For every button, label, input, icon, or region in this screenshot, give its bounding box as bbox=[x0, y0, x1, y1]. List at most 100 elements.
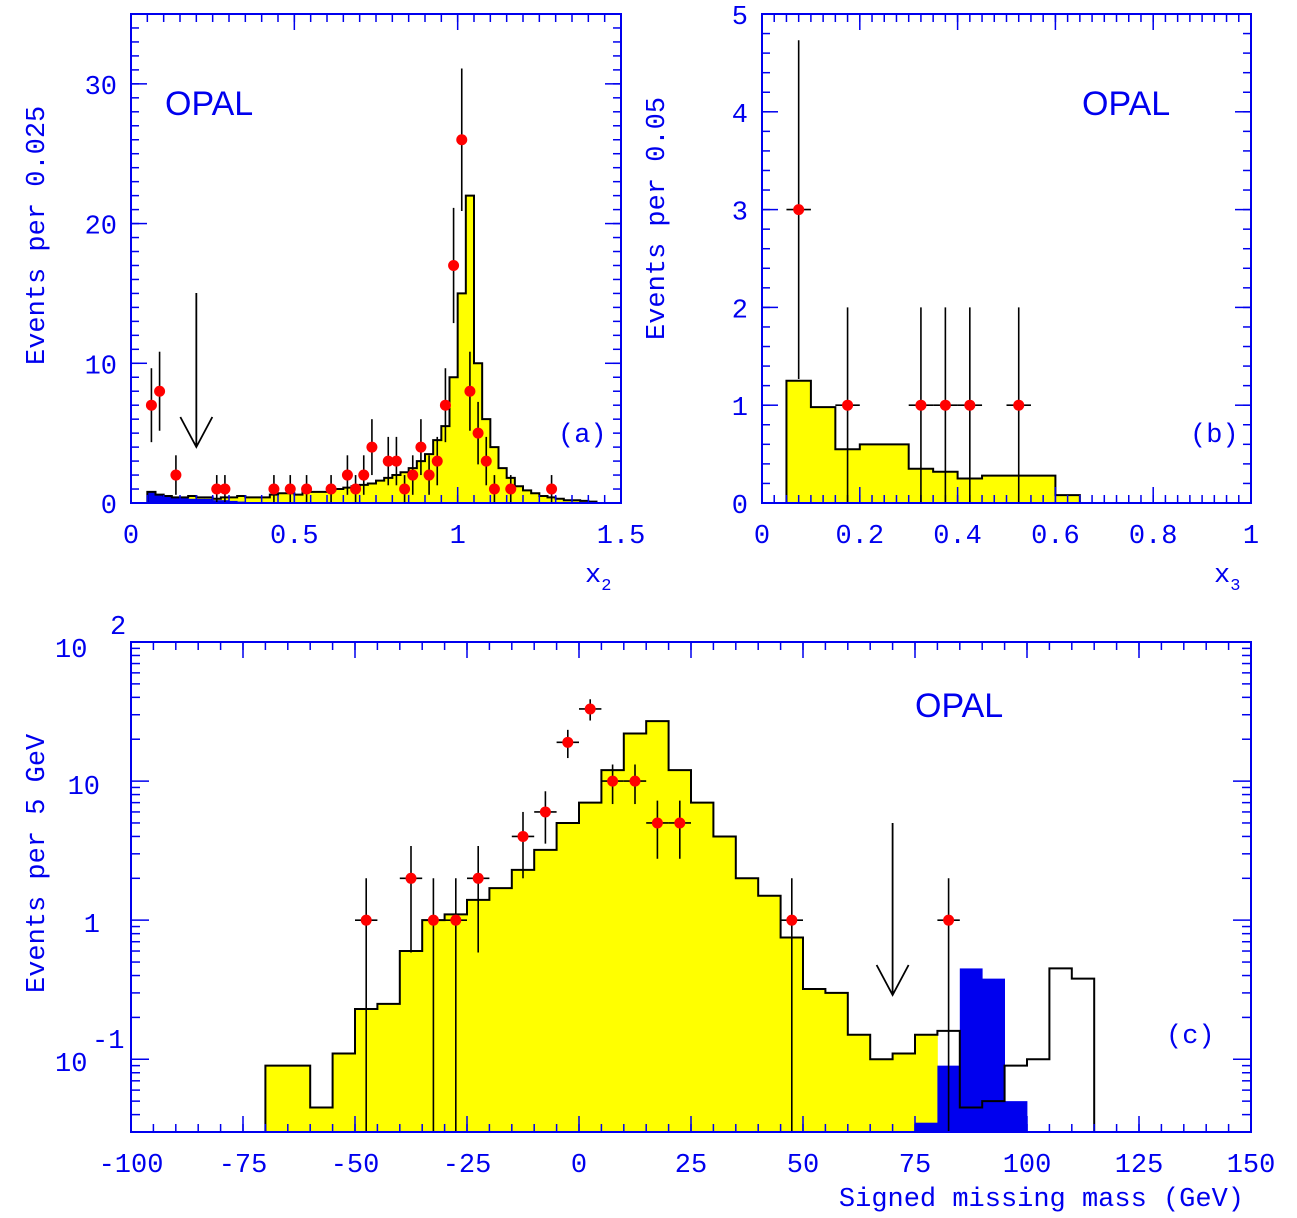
panel-a-point-14 bbox=[390, 455, 402, 467]
panel-a-ytick-label-2: 20 bbox=[85, 213, 117, 243]
panel-a-point-17 bbox=[415, 441, 427, 453]
panel-a-mc-bar-27 bbox=[367, 483, 377, 503]
panel-c-mc-bar-15 bbox=[601, 770, 625, 1132]
panel-c-mc-bar-5 bbox=[377, 1003, 401, 1132]
panel-c-background-bar-4 bbox=[1004, 1101, 1028, 1132]
panel-a-ytick-label-0: 0 bbox=[101, 492, 117, 522]
panel-a-mc-bar-13 bbox=[253, 497, 263, 503]
panel-c-tag: (c) bbox=[1166, 1022, 1215, 1052]
panel-b-xlabel: x3 bbox=[1214, 561, 1240, 596]
panel-a-background-bar-7 bbox=[204, 498, 214, 503]
panel-c-ylabel: Events per 5 GeV bbox=[23, 733, 53, 993]
panel-c-histogram bbox=[264, 720, 1096, 1132]
panel-a-cut-arrow bbox=[179, 293, 214, 449]
panel-a-mc-outline bbox=[146, 194, 598, 503]
panel-c-point-5 bbox=[517, 830, 529, 842]
panel-b-mc-bar-1 bbox=[810, 407, 836, 503]
panel-a-point-10 bbox=[350, 483, 362, 495]
panel-b-point-2 bbox=[915, 399, 927, 411]
panel-b-xtick-label-1: 0.2 bbox=[835, 522, 884, 552]
panel-c-background-bar-0 bbox=[915, 1122, 938, 1132]
panel-a-xtick-label-3: 1.5 bbox=[597, 522, 646, 552]
panel-a-point-0 bbox=[145, 399, 157, 411]
panel-c-point-6 bbox=[539, 806, 551, 818]
panel-a-point-2 bbox=[170, 469, 182, 481]
panel-b-point-0 bbox=[793, 204, 805, 216]
panel-c-point-3 bbox=[450, 914, 462, 926]
panel-a-mc-bar-46 bbox=[523, 490, 532, 503]
panel-a-mc-bar-23 bbox=[335, 489, 344, 503]
panel-a-point-9 bbox=[341, 469, 353, 481]
panel-a-mc-bar-53 bbox=[580, 500, 589, 503]
panel-c-point-8 bbox=[584, 703, 596, 715]
panel-c-background-bar-3 bbox=[982, 978, 1005, 1132]
panel-a-mc-bar-10 bbox=[229, 497, 238, 503]
panel-a-xlabel-main: x bbox=[585, 561, 601, 591]
panel-b-ytick-label-5: 5 bbox=[732, 3, 748, 33]
panel-c-mc-bar-13 bbox=[556, 822, 580, 1132]
panel-c-point-4 bbox=[472, 872, 484, 884]
panel-c-xtick-label-7: 75 bbox=[899, 1151, 931, 1181]
panel-a-mc-bar-11 bbox=[237, 496, 246, 503]
panel-a-mc-bar-24 bbox=[343, 487, 352, 503]
panel-b-xtick-label-2: 0.4 bbox=[933, 522, 982, 552]
panel-c-mc-bar-29 bbox=[915, 1034, 938, 1132]
panel-c-mc-bar-16 bbox=[623, 733, 647, 1132]
panel-b-mc-bar-4 bbox=[884, 444, 910, 503]
panel-c-point-7 bbox=[562, 736, 574, 748]
panel-a-point-28 bbox=[546, 483, 558, 495]
panel-b-xlabel-sub: 3 bbox=[1230, 577, 1240, 596]
panel-c-ytick-labels: 10 -1 1 10 10 2 bbox=[55, 613, 126, 1080]
panel-c-mc-bar-26 bbox=[847, 1034, 871, 1132]
panel-a-background-bar-5 bbox=[188, 498, 197, 503]
panel-a-mc-bar-38 bbox=[457, 293, 467, 503]
panel-a-mc-bar-33 bbox=[416, 461, 426, 503]
panel-a-background-bar-10 bbox=[229, 500, 238, 503]
panel-a-point-27 bbox=[505, 483, 517, 495]
panel-a-point-21 bbox=[448, 259, 460, 271]
panel-c-cut-arrow bbox=[875, 823, 910, 997]
panel-c-point-1 bbox=[405, 872, 417, 884]
panel-c-mc-bar-1 bbox=[287, 1065, 311, 1132]
panel-c-mc-bar-24 bbox=[803, 989, 826, 1132]
panel-a-background-bar-0 bbox=[147, 491, 156, 503]
panel-c-xtick-label-3: -25 bbox=[443, 1151, 492, 1181]
panel-b-point-3 bbox=[939, 399, 951, 411]
panel-a-mc-bar-37 bbox=[449, 377, 459, 503]
panel-a-mc-bar-14 bbox=[261, 497, 271, 503]
panel-b-xlabel-main: x bbox=[1214, 561, 1230, 591]
panel-a-point-7 bbox=[301, 483, 313, 495]
panel-c-ytick-label-10: 10 bbox=[68, 773, 100, 803]
panel-a-point-24 bbox=[472, 427, 484, 439]
panel-a-mc-bar-21 bbox=[318, 491, 328, 503]
panel-a-mc-bar-45 bbox=[514, 486, 524, 503]
panel-a-point-1 bbox=[154, 385, 166, 397]
panel-c-mc-bar-20 bbox=[713, 836, 737, 1132]
panel-c-mc-outline bbox=[264, 720, 1096, 1132]
panel-a-mc-bar-18 bbox=[294, 494, 303, 503]
panel-a-background-bar-6 bbox=[196, 498, 205, 503]
panel-c-point-10 bbox=[629, 775, 641, 787]
panel-a-point-11 bbox=[358, 469, 370, 481]
panel-b-ytick-label-2: 2 bbox=[732, 296, 748, 326]
panel-c-mc-bar-17 bbox=[646, 721, 669, 1132]
panel-a-point-25 bbox=[480, 455, 492, 467]
panel-c-xtick-label-4: 0 bbox=[571, 1151, 587, 1181]
panel-b-xtick-label-3: 0.6 bbox=[1031, 522, 1080, 552]
panel-a-point-4 bbox=[219, 483, 231, 495]
panel-a-point-19 bbox=[431, 455, 443, 467]
panel-a-point-15 bbox=[399, 483, 411, 495]
panel-b-mc-bar-3 bbox=[859, 444, 885, 503]
panel-b-ytick-label-4: 4 bbox=[732, 101, 748, 131]
panel-a-mc-bar-52 bbox=[572, 500, 581, 503]
panel-c-point-11 bbox=[651, 817, 663, 829]
panel-b-xtick-label-4: 0.8 bbox=[1129, 522, 1178, 552]
panel-c-xtick-label-9: 125 bbox=[1115, 1151, 1164, 1181]
panel-c-mc-bar-22 bbox=[758, 895, 781, 1132]
panel-a-point-23 bbox=[464, 385, 476, 397]
panel-c-point-13 bbox=[786, 914, 798, 926]
panel-a-point-16 bbox=[407, 469, 419, 481]
panel-a-mc-bar-16 bbox=[278, 493, 287, 503]
panel-c-background-bar-2 bbox=[959, 968, 983, 1132]
